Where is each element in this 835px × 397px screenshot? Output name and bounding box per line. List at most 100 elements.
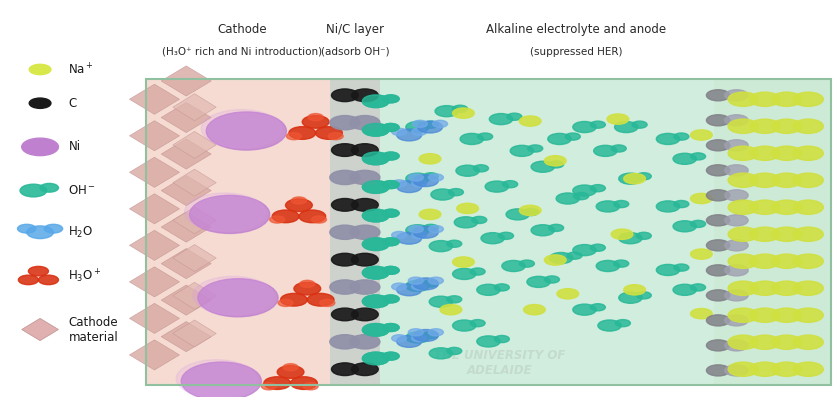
Circle shape	[330, 225, 360, 239]
Circle shape	[198, 279, 278, 317]
Circle shape	[750, 335, 780, 349]
Circle shape	[573, 121, 596, 133]
Circle shape	[408, 329, 423, 336]
Circle shape	[772, 362, 802, 376]
Circle shape	[598, 320, 621, 331]
Circle shape	[673, 284, 696, 295]
Circle shape	[470, 320, 485, 327]
Circle shape	[435, 106, 458, 117]
Polygon shape	[129, 303, 180, 333]
Text: H$_3$O$^+$: H$_3$O$^+$	[68, 267, 102, 285]
Circle shape	[201, 110, 281, 148]
Polygon shape	[129, 84, 180, 114]
Circle shape	[477, 284, 500, 295]
Circle shape	[470, 268, 485, 275]
Circle shape	[272, 210, 299, 223]
Polygon shape	[161, 66, 211, 96]
Polygon shape	[173, 94, 216, 121]
Circle shape	[506, 209, 529, 220]
Circle shape	[419, 154, 441, 164]
Circle shape	[527, 276, 550, 287]
FancyBboxPatch shape	[330, 79, 380, 385]
Circle shape	[674, 264, 689, 271]
Circle shape	[27, 226, 53, 239]
Circle shape	[573, 185, 596, 196]
Circle shape	[706, 190, 730, 201]
Polygon shape	[161, 249, 211, 279]
Circle shape	[772, 146, 802, 160]
FancyBboxPatch shape	[714, 79, 831, 385]
Circle shape	[725, 240, 748, 251]
Circle shape	[453, 105, 468, 112]
Circle shape	[362, 181, 389, 193]
Circle shape	[382, 324, 399, 331]
Circle shape	[725, 365, 748, 376]
Circle shape	[472, 216, 487, 224]
Circle shape	[793, 254, 823, 268]
Circle shape	[352, 308, 378, 321]
Circle shape	[656, 264, 680, 276]
Circle shape	[457, 203, 478, 214]
Circle shape	[311, 216, 326, 223]
Circle shape	[636, 232, 651, 239]
Circle shape	[423, 331, 438, 339]
Circle shape	[728, 227, 758, 241]
FancyBboxPatch shape	[380, 79, 831, 385]
Circle shape	[706, 265, 730, 276]
Circle shape	[567, 252, 582, 259]
Circle shape	[725, 340, 748, 351]
Circle shape	[185, 193, 265, 231]
Circle shape	[330, 335, 360, 349]
Circle shape	[362, 95, 389, 108]
Circle shape	[362, 238, 389, 251]
Circle shape	[362, 123, 389, 136]
Circle shape	[772, 281, 802, 295]
Circle shape	[549, 252, 573, 264]
Circle shape	[632, 121, 647, 128]
Circle shape	[408, 174, 423, 181]
Circle shape	[382, 238, 399, 246]
Circle shape	[728, 362, 758, 376]
Circle shape	[408, 277, 423, 284]
Text: Ni: Ni	[68, 141, 81, 153]
Circle shape	[397, 284, 422, 296]
Circle shape	[382, 152, 399, 160]
Circle shape	[413, 175, 438, 187]
Circle shape	[406, 173, 429, 184]
Circle shape	[206, 112, 286, 150]
Circle shape	[412, 283, 427, 290]
Polygon shape	[22, 318, 58, 341]
Circle shape	[286, 133, 301, 140]
Polygon shape	[161, 285, 211, 315]
Circle shape	[418, 121, 443, 133]
Circle shape	[18, 224, 36, 233]
Circle shape	[656, 133, 680, 145]
Circle shape	[382, 209, 399, 217]
Circle shape	[392, 335, 407, 342]
Circle shape	[772, 335, 802, 349]
Circle shape	[590, 185, 605, 192]
Circle shape	[478, 133, 493, 140]
Circle shape	[423, 224, 438, 231]
Circle shape	[460, 133, 483, 145]
Circle shape	[674, 133, 689, 140]
Polygon shape	[161, 175, 211, 206]
Circle shape	[673, 221, 696, 232]
Circle shape	[362, 95, 389, 108]
Circle shape	[481, 233, 504, 244]
Circle shape	[429, 348, 453, 359]
Circle shape	[352, 89, 378, 102]
Circle shape	[611, 145, 626, 152]
Circle shape	[725, 140, 748, 151]
Circle shape	[429, 241, 453, 252]
Circle shape	[725, 265, 748, 276]
Circle shape	[624, 285, 645, 295]
Circle shape	[429, 296, 453, 307]
Circle shape	[330, 116, 360, 130]
Circle shape	[413, 330, 438, 341]
Circle shape	[331, 253, 358, 266]
Polygon shape	[129, 230, 180, 260]
Circle shape	[619, 233, 642, 244]
Circle shape	[382, 352, 399, 360]
Circle shape	[382, 181, 399, 189]
